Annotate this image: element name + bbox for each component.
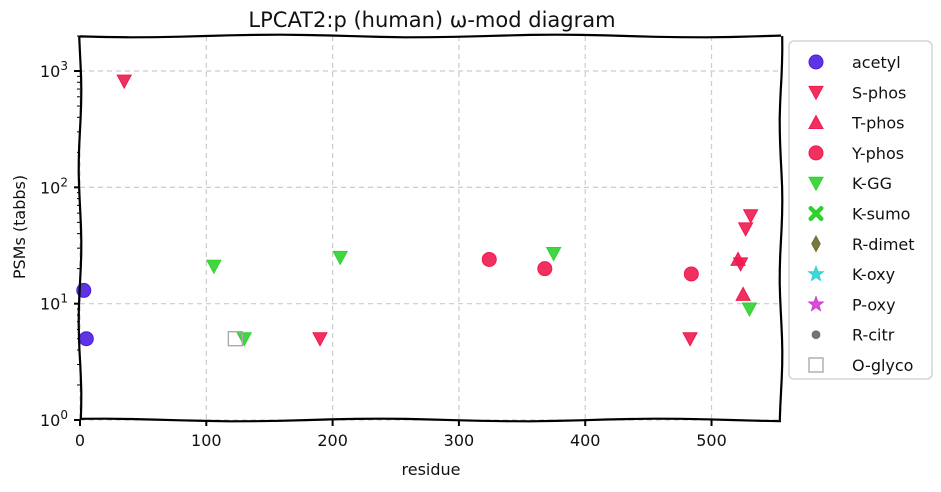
legend-marker-k-sumo <box>808 206 824 221</box>
legend-marker-p-oxy <box>807 295 825 312</box>
legend-label-k-sumo: K-sumo <box>852 205 910 224</box>
legend-label-o-glyco: O-glyco <box>852 356 913 375</box>
point-k-gg <box>332 250 349 266</box>
legend-label-r-dimet: R-dimet <box>852 235 915 254</box>
legend-label-k-oxy: K-oxy <box>852 265 895 284</box>
legend-label-s-phos: S-phos <box>852 83 906 102</box>
legend-label-acetyl: acetyl <box>852 53 901 72</box>
point-y-phos <box>537 261 553 277</box>
y-tick-label: 100 <box>40 408 68 430</box>
x-tick-label: 0 <box>75 431 85 450</box>
point-k-gg <box>741 302 758 318</box>
legend-box <box>788 40 933 380</box>
point-y-phos <box>683 266 699 282</box>
point-acetyl <box>78 331 94 347</box>
y-tick-label: 102 <box>40 175 68 197</box>
x-tick-label: 100 <box>191 431 222 450</box>
point-k-gg <box>206 259 222 275</box>
point-t-phos <box>735 286 751 301</box>
x-tick-label: 500 <box>696 431 727 450</box>
point-k-gg <box>545 247 562 262</box>
legend-label-t-phos: T-phos <box>851 114 905 133</box>
legend-marker-acetyl <box>808 54 824 70</box>
legend-label-y-phos: Y-phos <box>851 144 904 163</box>
y-axis-label: PSMs (tabbs) <box>10 175 29 279</box>
x-axis-label: residue <box>402 460 461 479</box>
point-o-glyco <box>227 330 244 347</box>
grid-layer <box>79 36 781 421</box>
x-tick-label: 300 <box>444 431 475 450</box>
point-s-phos <box>742 209 759 224</box>
x-tick-label: 400 <box>570 431 601 450</box>
legend-marker-k-oxy <box>807 264 825 282</box>
point-y-phos <box>481 251 497 267</box>
point-s-phos <box>116 74 133 90</box>
legend-marker-k-gg <box>808 176 824 192</box>
ticks-layer: 0 100 200 300 400 500 100 101 102 103 <box>40 35 727 450</box>
chart-title: LPCAT2:p (human) ω-mod diagram <box>248 8 615 32</box>
x-tick-label: 200 <box>317 431 348 450</box>
legend: acetyl S-phos T-phos Y-phos K-GG K-sumo R-dime… <box>788 40 933 380</box>
point-t-phos <box>730 251 746 266</box>
plot-frame <box>77 33 784 423</box>
legend-marker-y-phos <box>808 145 824 161</box>
legend-marker-o-glyco <box>808 357 824 373</box>
legend-marker-r-dimet <box>811 235 821 253</box>
legend-label-k-gg: K-GG <box>852 174 892 193</box>
legend-marker-t-phos <box>808 114 824 130</box>
legend-label-r-citr: R-citr <box>852 326 895 345</box>
legend-marker-r-citr <box>811 330 821 340</box>
point-s-phos <box>737 222 754 237</box>
point-s-phos <box>682 332 698 347</box>
points-layer <box>76 74 759 347</box>
legend-marker-s-phos <box>808 85 824 101</box>
legend-label-p-oxy: P-oxy <box>852 295 896 314</box>
y-tick-label: 103 <box>40 59 68 81</box>
point-s-phos <box>312 332 328 347</box>
point-k-gg <box>236 332 253 347</box>
y-tick-label: 101 <box>40 292 68 314</box>
